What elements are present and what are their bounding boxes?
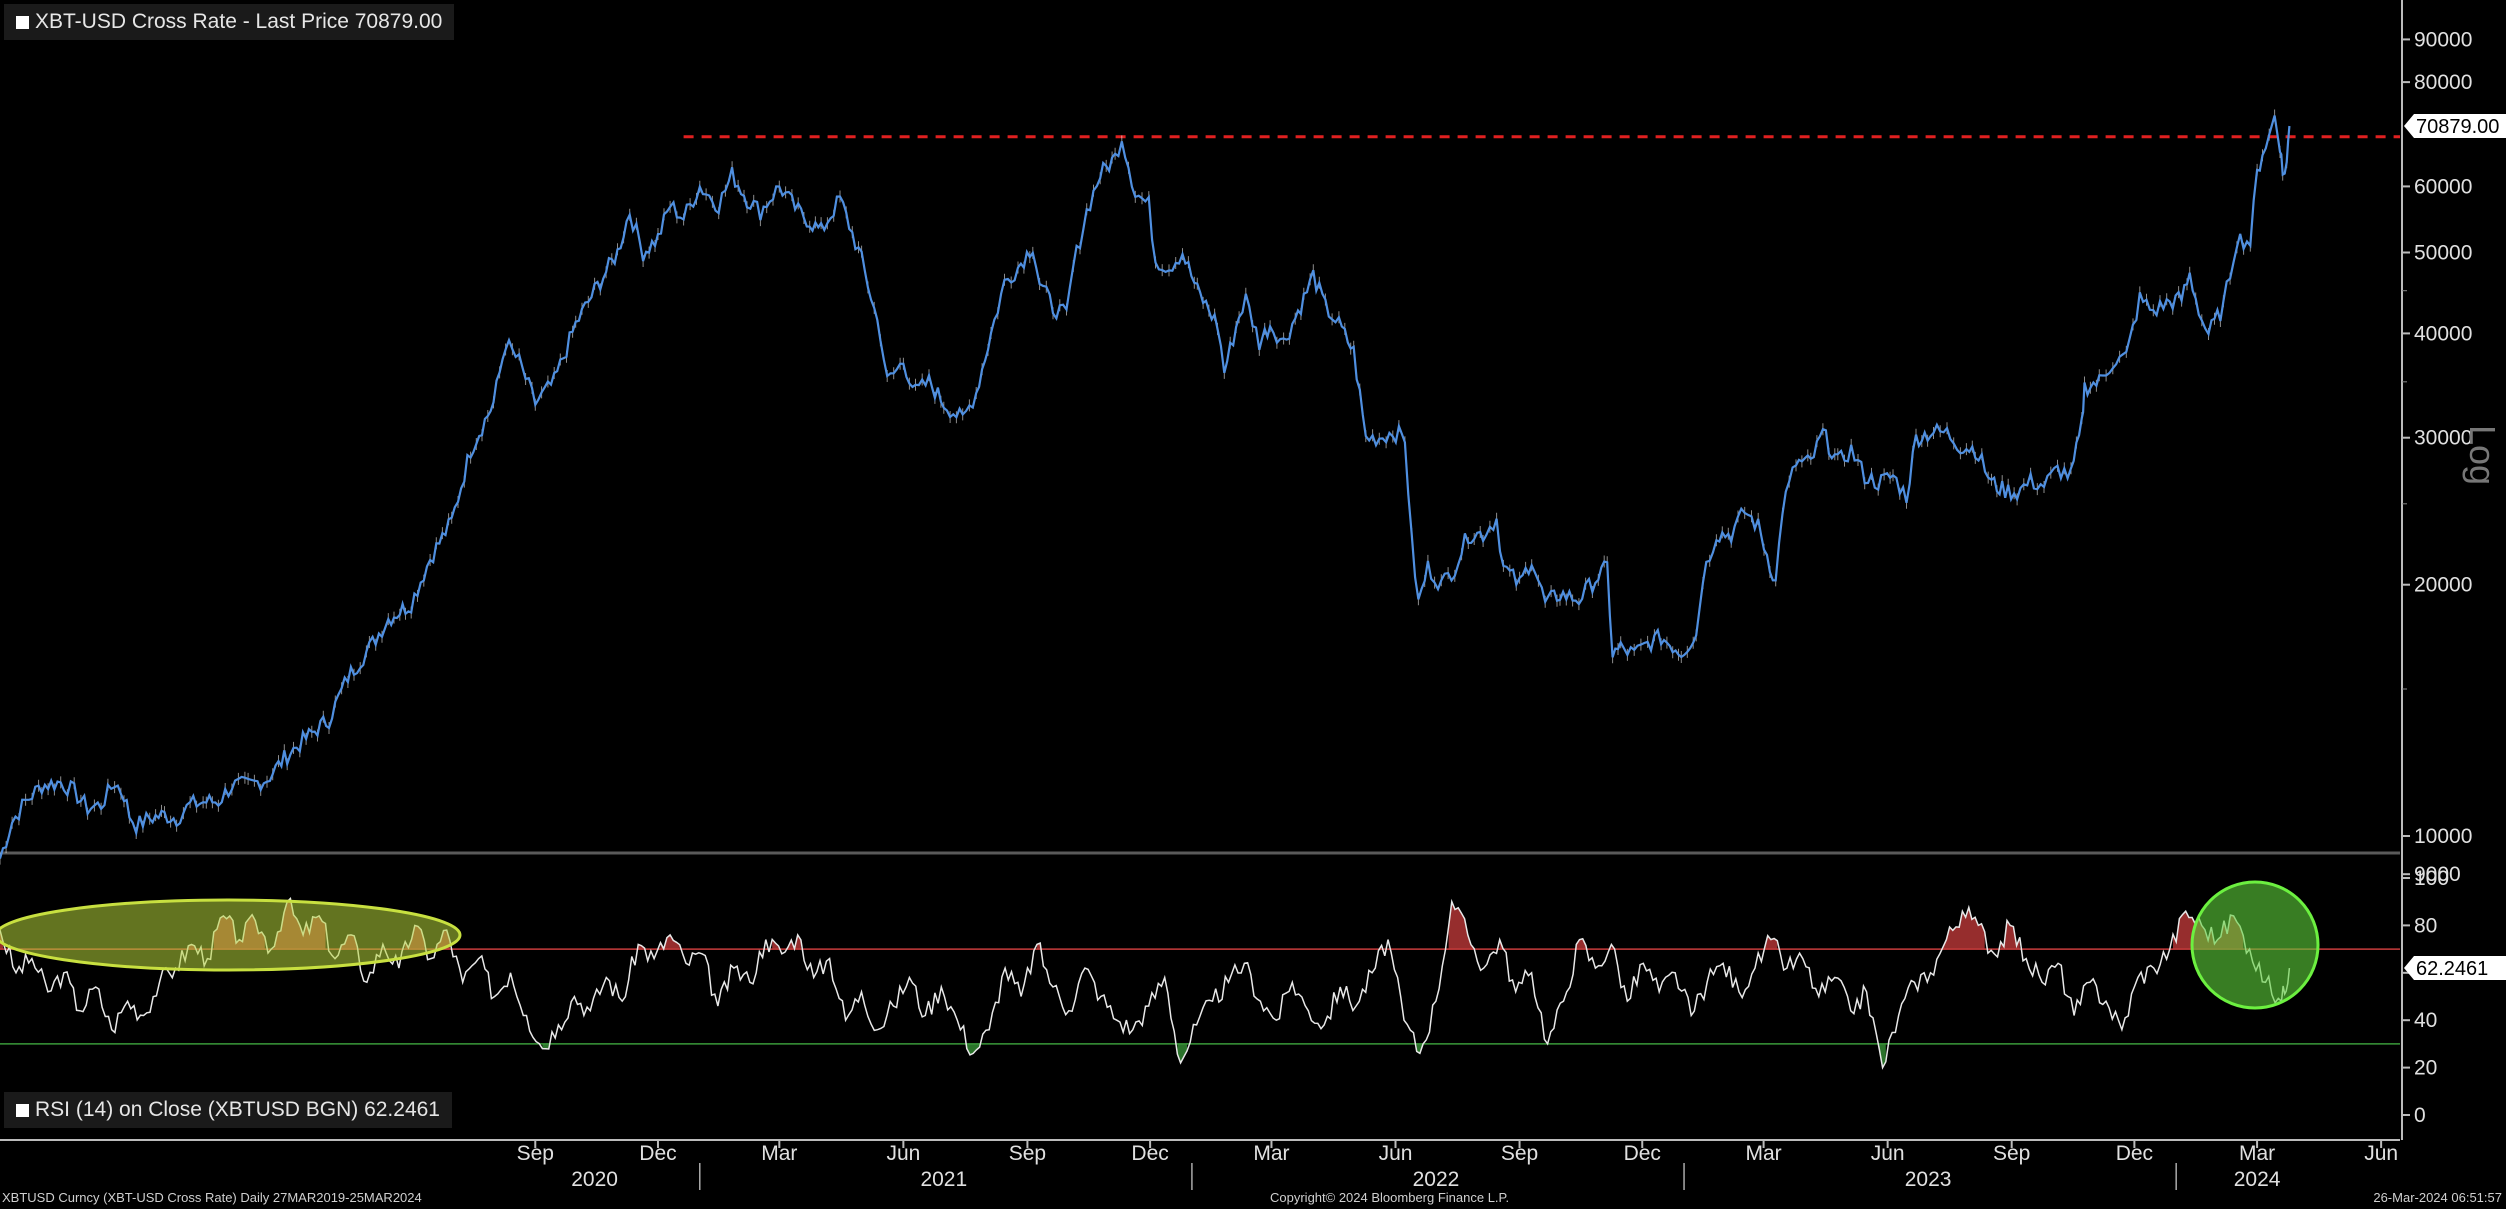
last-rsi-tag [2404,956,2506,981]
price-tick-label: 20000 [2414,574,2472,597]
x-month-label: Jun [1871,1142,1905,1165]
price-legend-text: XBT-USD Cross Rate - Last Price 70879.00 [35,10,443,33]
x-month-label: Sep [1501,1142,1538,1165]
price-legend: XBT-USD Cross Rate - Last Price 70879.00 [4,4,455,40]
x-month-label: Mar [761,1142,797,1165]
oversold-fill [1416,1043,1424,1054]
x-month-label: Jun [1379,1142,1413,1165]
last-price-text: 70879.00 [2416,116,2499,138]
x-month-label: Mar [1746,1142,1782,1165]
overbought-fill [788,934,801,950]
rsi-tick-label: 100 [2414,867,2449,890]
rsi-legend-text: RSI (14) on Close (XBTUSD BGN) 62.2461 [35,1098,440,1121]
x-month-label: Sep [517,1142,554,1165]
x-month-label: Dec [1131,1142,1168,1165]
rsi-tick-label: 0 [2414,1104,2426,1127]
rsi-panel: 02040608010062.2461 [0,867,2506,1127]
price-tick-label: 60000 [2414,175,2472,198]
rsi-tick-label: 40 [2414,1009,2437,1032]
legend-square-icon [16,1103,29,1117]
x-month-label: Jun [2364,1142,2398,1165]
legend-square-icon [16,15,29,29]
log-scale-label: Log [2462,425,2503,485]
x-year-label: 2021 [920,1168,967,1191]
last-price-label: 70879.00 [2404,114,2506,138]
price-tick-label: 50000 [2414,242,2472,265]
price-tick-label: 9000 [2414,863,2461,886]
oversold-fill [966,1043,980,1055]
last-rsi-label: 62.2461 [2404,956,2506,981]
price-tick-label: 10000 [2414,825,2472,848]
x-axis: Sep Dec Mar Jun Sep Dec Mar Jun Sep Dec Mar Jun Sep D… [0,1139,2400,1191]
x-month-label: Dec [2116,1142,2153,1165]
x-month-label: Dec [639,1142,676,1165]
price-panel: 9000 10000 20000 30000 40000 50000 60000 70879.… [0,0,2506,1140]
x-year-label: 2023 [1905,1168,1952,1191]
x-month-label: Mar [1253,1142,1289,1165]
footer-security-info: XBTUSD Curncy (XBT-USD Cross Rate) Daily… [2,1190,422,1205]
oversold-fill [542,1043,549,1049]
x-month-label: Sep [1993,1142,2030,1165]
footer-timestamp: 26-Mar-2024 06:51:57 [2373,1190,2502,1205]
rsi-legend: RSI (14) on Close (XBTUSD BGN) 62.2461 [4,1092,452,1128]
x-year-label: 2022 [1413,1168,1460,1191]
rsi-tick-label: 20 [2414,1057,2437,1080]
last-rsi-text: 62.2461 [2416,958,2488,980]
price-tick-label: 80000 [2414,71,2472,94]
x-month-label: Dec [1624,1142,1661,1165]
oversold-fill [1879,1043,1886,1068]
x-month-label: Sep [1009,1142,1046,1165]
footer-copyright: Copyright© 2024 Bloomberg Finance L.P. [1270,1190,1510,1205]
price-tick-label: 30000 [2414,427,2472,450]
last-price-tag [2404,114,2506,138]
price-tick-label: 90000 [2414,28,2472,51]
rsi-tick-label: 80 [2414,914,2437,937]
x-month-label: Mar [2239,1142,2275,1165]
x-month-label: Jun [886,1142,920,1165]
oversold-fill [1177,1043,1187,1063]
highlight-circle [2190,880,2320,1010]
price-tick-label: 40000 [2414,322,2472,345]
price-series-line [0,115,2291,859]
overbought-fill [2000,920,2020,950]
x-year-label: 2020 [571,1168,618,1191]
highlight-ellipse [0,898,462,972]
x-year-label: 2024 [2234,1168,2281,1191]
